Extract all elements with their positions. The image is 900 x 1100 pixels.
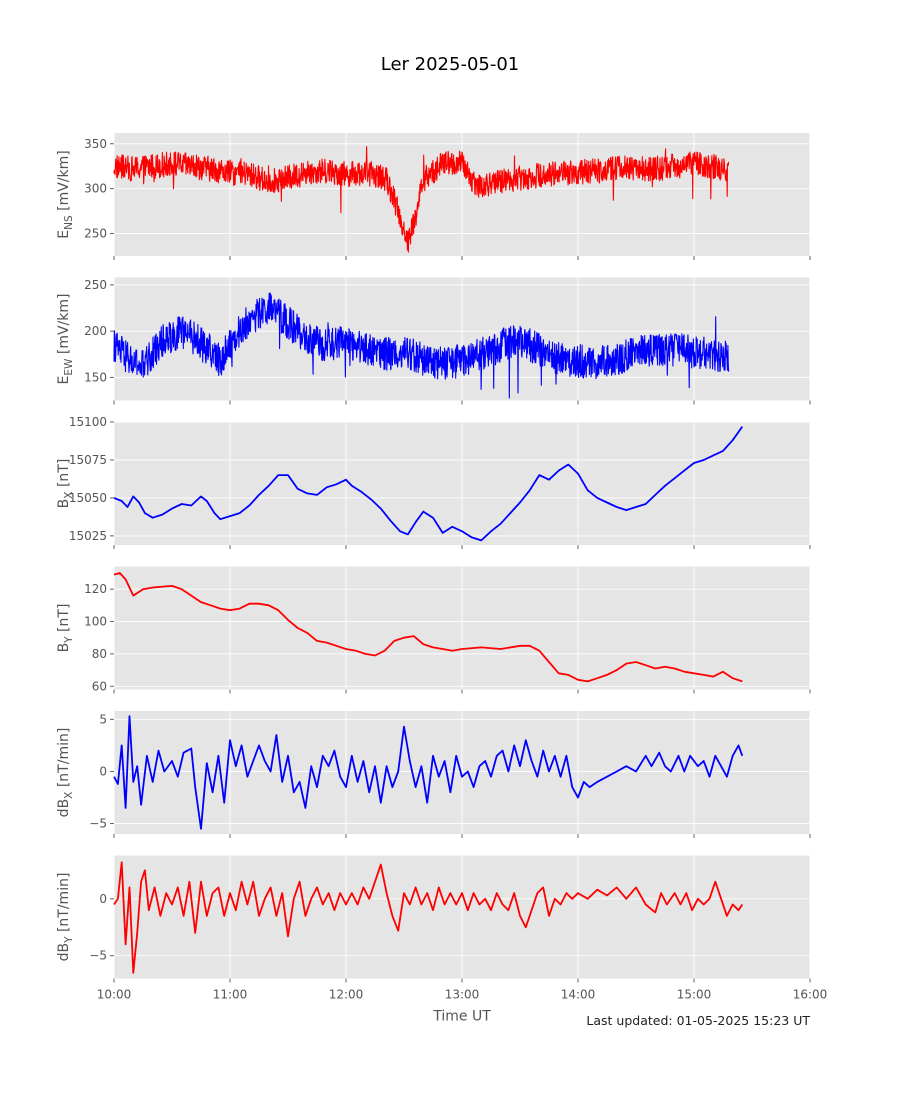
y-tick-label: −5	[89, 949, 107, 963]
panel-6: 10:00 11:00 12:00 13:00 14:00 15:00 16:00 −5 0 dB…	[56, 855, 828, 1025]
y-tick-label: 100	[84, 615, 107, 629]
y-tick-label: 15075	[69, 453, 107, 467]
y-tick-label: 250	[84, 227, 107, 241]
series-line	[113, 426, 744, 542]
y-tick-label: 150	[84, 370, 107, 384]
y-tick-label: 60	[92, 679, 107, 693]
series-line	[113, 146, 730, 253]
y-tick-label: 80	[92, 647, 107, 661]
y-tick-label: 350	[84, 137, 107, 151]
y-axis-label: BY [nT]	[56, 604, 75, 653]
series-line	[113, 861, 744, 974]
y-axis-label: BX [nT]	[56, 459, 75, 509]
y-axis-label: ENS [mV/km]	[56, 150, 75, 238]
x-tick-label: 16:00	[793, 988, 828, 1002]
y-tick-label: 15100	[69, 415, 107, 429]
y-axis-label: dBY [nT/min]	[56, 873, 75, 962]
x-tick-label: 14:00	[561, 988, 596, 1002]
y-tick-label: 0	[99, 892, 107, 906]
panel-4: 60 80 100 120 BY [nT]	[56, 566, 811, 694]
y-tick-label: 300	[84, 182, 107, 196]
figure-title: Ler 2025-05-01	[381, 54, 520, 75]
x-tick-label: 13:00	[445, 988, 480, 1002]
y-tick-label: 5	[99, 712, 107, 726]
y-tick-label: −5	[89, 817, 107, 831]
x-tick-label: 11:00	[213, 988, 248, 1002]
series-line	[113, 292, 730, 399]
x-tick-label: 15:00	[677, 988, 712, 1002]
panel-1: 250 300 350 ENS [mV/km]	[56, 133, 811, 260]
y-tick-label: 200	[84, 324, 107, 338]
y-axis-label: EEW [mV/km]	[56, 294, 75, 385]
panels: 250 300 350 ENS [mV/km] 150 200 250 EEW [mV/km]…	[56, 133, 827, 1025]
x-tick-label: 10:00	[97, 988, 132, 1002]
x-tick-label: 12:00	[329, 988, 364, 1002]
series-line	[113, 715, 744, 830]
y-axis-label: dBX [nT/min]	[56, 728, 75, 818]
y-tick-label: 15050	[69, 491, 107, 505]
y-tick-label: 120	[84, 582, 107, 596]
panel-2: 150 200 250 EEW [mV/km]	[56, 277, 811, 405]
y-tick-label: 0	[99, 764, 107, 778]
y-tick-label: 15025	[69, 529, 107, 543]
x-axis-label: Time UT	[432, 1009, 491, 1025]
y-tick-label: 250	[84, 278, 107, 292]
last-updated-text: Last updated: 01-05-2025 15:23 UT	[586, 1013, 810, 1028]
series-line	[113, 572, 743, 683]
panel-5: −5 0 5 dBX [nT/min]	[56, 711, 811, 838]
panel-3: 15025 15050 15075 15100 BX [nT]	[56, 415, 811, 549]
